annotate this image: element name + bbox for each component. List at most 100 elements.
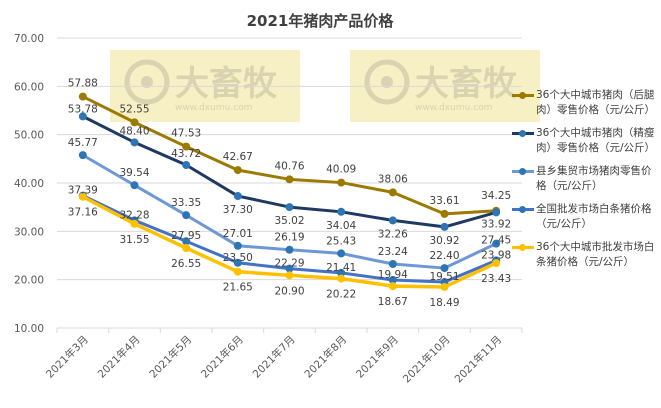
- legend-marker-icon: [512, 91, 534, 99]
- data-label: 33.35: [171, 197, 201, 209]
- data-point: [492, 259, 501, 268]
- data-label: 25.43: [326, 235, 356, 247]
- x-tick-label: 2021年6月: [198, 333, 246, 381]
- data-point: [337, 274, 346, 283]
- data-point: [78, 192, 87, 201]
- data-point: [233, 192, 242, 201]
- legend-item[interactable]: 全国批发市场白条猪价格（元/公斤）: [512, 202, 658, 232]
- data-point: [337, 249, 346, 258]
- data-point: [182, 237, 191, 246]
- data-point: [285, 203, 294, 212]
- data-point: [492, 208, 501, 217]
- data-point: [78, 112, 87, 121]
- data-point: [130, 219, 139, 228]
- data-label: 38.06: [378, 173, 408, 185]
- data-point: [388, 282, 397, 291]
- x-tick-label: 2021年9月: [353, 333, 401, 381]
- data-point: [440, 222, 449, 231]
- data-point: [285, 264, 294, 273]
- data-label: 23.24: [378, 246, 408, 258]
- data-label: 53.78: [68, 103, 98, 115]
- data-label: 37.16: [68, 207, 98, 219]
- data-label: 20.22: [326, 289, 356, 301]
- data-label: 52.55: [119, 103, 149, 115]
- svg-text:www.dxumu.com: www.dxumu.com: [175, 103, 252, 113]
- data-label: 34.04: [326, 220, 356, 232]
- legend-item[interactable]: 县乡集贸市场猪肉零售价格（元/公斤）: [512, 164, 658, 194]
- data-label: 40.09: [326, 164, 356, 176]
- legend-label: 全国批发市场白条猪价格（元/公斤）: [536, 203, 652, 230]
- data-label: 19.51: [429, 271, 459, 283]
- data-label: 23.43: [481, 273, 511, 285]
- data-point: [130, 118, 139, 127]
- data-label: 33.92: [481, 218, 511, 230]
- data-point: [233, 258, 242, 267]
- data-point: [337, 207, 346, 216]
- data-point: [388, 275, 397, 284]
- data-point: [285, 271, 294, 280]
- data-label: 18.49: [429, 297, 459, 309]
- data-label: 48.40: [119, 125, 149, 137]
- legend-marker-icon: [512, 129, 534, 137]
- chart-title: 2021年猪肉产品价格: [247, 12, 395, 30]
- data-label: 21.65: [223, 282, 253, 294]
- data-point: [492, 239, 501, 248]
- svg-text:www.dxumu.com: www.dxumu.com: [415, 103, 492, 113]
- data-label: 22.40: [429, 250, 459, 262]
- y-tick-label: 60.00: [14, 81, 44, 93]
- data-point: [233, 166, 242, 175]
- legend-label: 36个大中城市批发市场白条猪价格（元/公斤）: [536, 241, 655, 268]
- data-label: 39.54: [119, 167, 149, 179]
- data-label: 31.55: [119, 234, 149, 246]
- data-point: [182, 211, 191, 220]
- data-point: [337, 268, 346, 277]
- series-2: [78, 112, 501, 231]
- data-point: [233, 267, 242, 276]
- data-label: 30.92: [429, 235, 459, 247]
- x-tick-label: 2021年8月: [302, 333, 350, 381]
- data-label: 40.76: [274, 160, 304, 172]
- data-label: 37.30: [223, 204, 253, 216]
- data-point: [337, 178, 346, 187]
- data-label: 37.39: [68, 185, 98, 197]
- x-tick-label: 2021年5月: [147, 333, 195, 381]
- x-tick-label: 2021年11月: [452, 333, 504, 385]
- data-label: 20.90: [274, 285, 304, 297]
- x-tick-label: 2021年7月: [250, 333, 298, 381]
- series-5: [78, 192, 501, 291]
- x-tick-label: 2021年4月: [95, 333, 143, 381]
- y-tick-label: 40.00: [14, 178, 44, 190]
- legend-label: 36个大中城市猪肉（精瘦肉）零售价格（元/公斤）: [536, 127, 656, 154]
- data-label: 19.94: [378, 269, 408, 281]
- y-tick-label: 70.00: [14, 33, 44, 45]
- data-label: 27.45: [481, 235, 511, 247]
- legend-item[interactable]: 36个大中城市猪肉（后腿肉）零售价格（元/公斤）: [512, 88, 658, 118]
- data-point: [130, 138, 139, 147]
- data-label: 43.72: [171, 148, 201, 160]
- data-label: 23.98: [481, 249, 511, 261]
- data-point: [285, 175, 294, 184]
- data-point: [182, 142, 191, 151]
- data-label: 42.67: [223, 151, 253, 163]
- data-label: 47.53: [171, 128, 201, 140]
- data-point: [233, 241, 242, 250]
- data-point: [285, 245, 294, 254]
- data-label: 57.88: [68, 78, 98, 90]
- legend-label: 36个大中城市猪肉（后腿肉）零售价格（元/公斤）: [536, 89, 656, 116]
- y-tick-label: 20.00: [14, 275, 44, 287]
- data-point: [440, 264, 449, 273]
- data-point: [388, 260, 397, 269]
- data-label: 32.28: [119, 209, 149, 221]
- x-tick-label: 2021年3月: [43, 333, 91, 381]
- legend-item[interactable]: 36个大中城市批发市场白条猪价格（元/公斤）: [512, 240, 658, 270]
- data-label: 23.50: [223, 252, 253, 264]
- legend: 36个大中城市猪肉（后腿肉）零售价格（元/公斤） 36个大中城市猪肉（精瘦肉）零售…: [512, 88, 658, 270]
- data-point: [78, 92, 87, 101]
- data-label: 26.55: [171, 258, 201, 270]
- data-point: [440, 282, 449, 291]
- legend-label: 县乡集贸市场猪肉零售价格（元/公斤）: [536, 165, 652, 192]
- data-label: 27.95: [171, 230, 201, 242]
- legend-item[interactable]: 36个大中城市猪肉（精瘦肉）零售价格（元/公斤）: [512, 126, 658, 156]
- y-tick-label: 30.00: [14, 226, 44, 238]
- legend-marker-icon: [512, 167, 534, 175]
